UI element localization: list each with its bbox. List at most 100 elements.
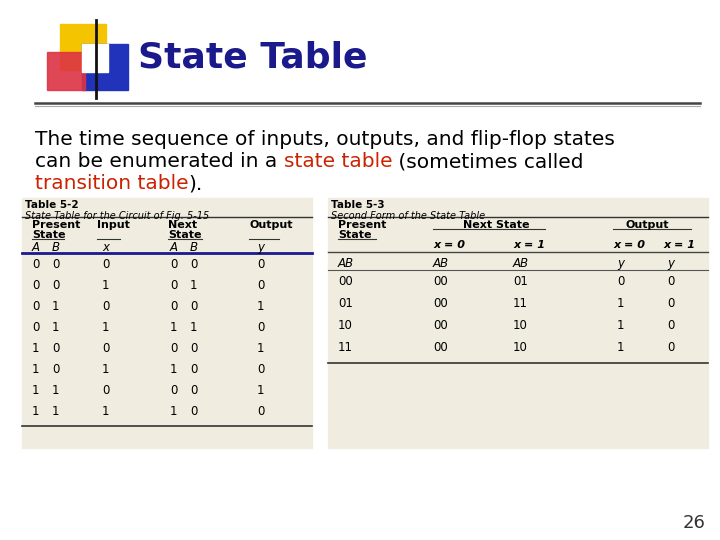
Text: Output: Output — [625, 220, 668, 230]
Text: Output: Output — [249, 220, 292, 230]
Text: 1: 1 — [170, 405, 178, 418]
Text: 0: 0 — [32, 300, 40, 313]
Text: 0: 0 — [257, 405, 264, 418]
Text: 0: 0 — [102, 258, 109, 271]
Bar — [82, 44, 128, 90]
Text: 1: 1 — [52, 321, 60, 334]
Text: 11: 11 — [513, 297, 528, 310]
Text: 0: 0 — [32, 321, 40, 334]
Text: can be enumerated in a: can be enumerated in a — [35, 152, 284, 171]
Text: 0: 0 — [667, 341, 675, 354]
Text: Present: Present — [338, 220, 387, 230]
Text: B: B — [190, 241, 198, 254]
Text: 1: 1 — [617, 319, 624, 332]
Text: 1: 1 — [32, 363, 40, 376]
Text: 0: 0 — [102, 300, 109, 313]
Text: 0: 0 — [190, 300, 197, 313]
Text: 0: 0 — [190, 363, 197, 376]
Text: Present: Present — [32, 220, 81, 230]
Text: 1: 1 — [257, 384, 264, 397]
Text: x = 0: x = 0 — [433, 240, 465, 250]
Text: transition table: transition table — [35, 174, 189, 193]
Text: 1: 1 — [257, 300, 264, 313]
Text: 10: 10 — [338, 319, 353, 332]
Bar — [22, 198, 312, 448]
Text: A: A — [170, 241, 178, 254]
Text: 11: 11 — [338, 341, 353, 354]
Text: 10: 10 — [513, 319, 528, 332]
Text: State: State — [32, 230, 66, 240]
Text: 0: 0 — [257, 279, 264, 292]
Text: Next: Next — [168, 220, 197, 230]
Text: 1: 1 — [32, 342, 40, 355]
Text: AB: AB — [338, 257, 354, 270]
Text: Table 5-2: Table 5-2 — [25, 200, 78, 210]
Text: 1: 1 — [170, 363, 178, 376]
Text: 0: 0 — [190, 258, 197, 271]
Text: ).: ). — [189, 174, 203, 193]
Text: state table: state table — [284, 152, 392, 171]
Text: 0: 0 — [170, 258, 177, 271]
Text: 0: 0 — [170, 384, 177, 397]
Text: 0: 0 — [32, 258, 40, 271]
Text: 0: 0 — [52, 342, 59, 355]
Text: A: A — [32, 241, 40, 254]
Text: 0: 0 — [257, 363, 264, 376]
Text: 0: 0 — [52, 363, 59, 376]
Text: 10: 10 — [513, 341, 528, 354]
Text: 1: 1 — [257, 342, 264, 355]
Text: State Table: State Table — [138, 41, 367, 75]
Text: 1: 1 — [32, 384, 40, 397]
Text: State: State — [338, 230, 372, 240]
Text: 00: 00 — [338, 275, 353, 288]
Text: 0: 0 — [52, 258, 59, 271]
Text: 0: 0 — [32, 279, 40, 292]
Text: x = 1: x = 1 — [513, 240, 545, 250]
Text: 26: 26 — [683, 514, 706, 532]
Text: 0: 0 — [170, 342, 177, 355]
Text: 1: 1 — [52, 300, 60, 313]
Text: 1: 1 — [617, 297, 624, 310]
Text: 0: 0 — [667, 275, 675, 288]
Text: 0: 0 — [617, 275, 624, 288]
Text: 1: 1 — [52, 405, 60, 418]
Text: 0: 0 — [52, 279, 59, 292]
Text: 1: 1 — [102, 405, 109, 418]
Text: y: y — [617, 257, 624, 270]
Text: 1: 1 — [102, 321, 109, 334]
Bar — [82, 44, 108, 72]
Text: 1: 1 — [617, 341, 624, 354]
Text: 0: 0 — [257, 258, 264, 271]
Bar — [47, 52, 85, 90]
Text: B: B — [52, 241, 60, 254]
Bar — [328, 198, 708, 448]
Text: 0: 0 — [190, 384, 197, 397]
Text: 00: 00 — [433, 341, 448, 354]
Text: 00: 00 — [433, 275, 448, 288]
Text: 0: 0 — [190, 405, 197, 418]
Text: 1: 1 — [190, 279, 197, 292]
Bar — [60, 24, 106, 70]
Text: AB: AB — [433, 257, 449, 270]
Text: The time sequence of inputs, outputs, and flip-flop states: The time sequence of inputs, outputs, an… — [35, 130, 615, 149]
Text: 0: 0 — [102, 384, 109, 397]
Text: Next State: Next State — [463, 220, 529, 230]
Text: (sometimes called: (sometimes called — [392, 152, 584, 171]
Text: y: y — [257, 241, 264, 254]
Text: x = 0: x = 0 — [613, 240, 645, 250]
Text: 1: 1 — [190, 321, 197, 334]
Text: State: State — [168, 230, 202, 240]
Text: 01: 01 — [513, 275, 528, 288]
Text: 00: 00 — [433, 297, 448, 310]
Text: 0: 0 — [190, 342, 197, 355]
Text: 1: 1 — [170, 321, 178, 334]
Text: 0: 0 — [257, 321, 264, 334]
Text: 0: 0 — [667, 297, 675, 310]
Text: 0: 0 — [170, 300, 177, 313]
Text: 1: 1 — [102, 363, 109, 376]
Text: 0: 0 — [170, 279, 177, 292]
Text: 01: 01 — [338, 297, 353, 310]
Text: 00: 00 — [433, 319, 448, 332]
Text: 0: 0 — [667, 319, 675, 332]
Text: State Table for the Circuit of Fig. 5-15: State Table for the Circuit of Fig. 5-15 — [25, 211, 210, 221]
